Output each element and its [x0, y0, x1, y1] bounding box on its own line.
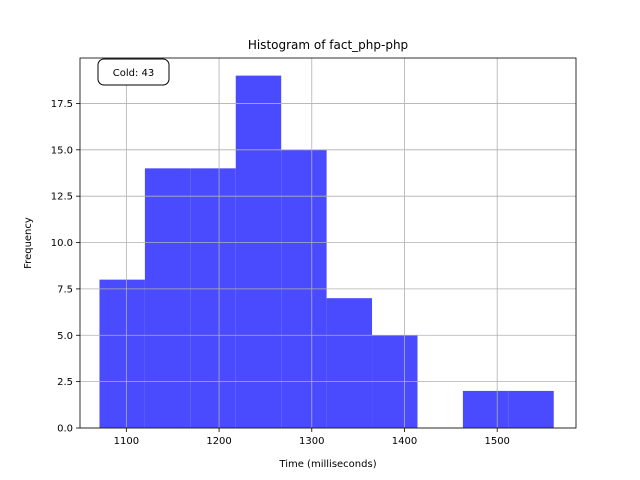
- histogram-bar: [144, 168, 191, 428]
- y-axis-label: Frequency: [23, 217, 34, 269]
- y-tick-label: 12.5: [51, 192, 73, 203]
- y-tick-label: 15.0: [51, 145, 73, 156]
- plot-frame: [79, 57, 577, 429]
- histogram-bar: [508, 390, 554, 428]
- histogram-bar: [235, 75, 282, 429]
- histogram-bars: [99, 75, 554, 429]
- annotation-text: Cold: 43: [113, 68, 155, 79]
- y-tick-label: 5.0: [57, 331, 73, 342]
- y-tick-label: 7.5: [57, 284, 73, 295]
- x-tick-label: 1100: [114, 436, 139, 447]
- histogram-bar: [99, 279, 145, 428]
- axis-ticks: 1100 1200 1300 1400 1500 0.0 2.5 5.0 7.5 10.0 12.5…: [51, 99, 510, 447]
- x-tick-label: 1200: [206, 436, 231, 447]
- histogram-bar: [462, 390, 509, 428]
- y-tick-label: 10.0: [51, 238, 73, 249]
- annotation: Cold: 43: [97, 58, 170, 86]
- histogram-bar: [190, 168, 236, 428]
- x-tick-label: 1300: [299, 436, 324, 447]
- x-tick-label: 1400: [392, 436, 417, 447]
- annotation-box: [97, 58, 170, 86]
- x-axis-label: Time (milliseconds): [278, 459, 376, 470]
- y-tick-label: 0.0: [57, 424, 73, 435]
- y-tick-label: 2.5: [57, 377, 73, 388]
- histogram-bar: [326, 298, 373, 428]
- chart-title: Histogram of fact_php-php: [248, 38, 408, 52]
- y-tick-label: 17.5: [51, 99, 73, 110]
- x-tick-label: 1500: [484, 436, 509, 447]
